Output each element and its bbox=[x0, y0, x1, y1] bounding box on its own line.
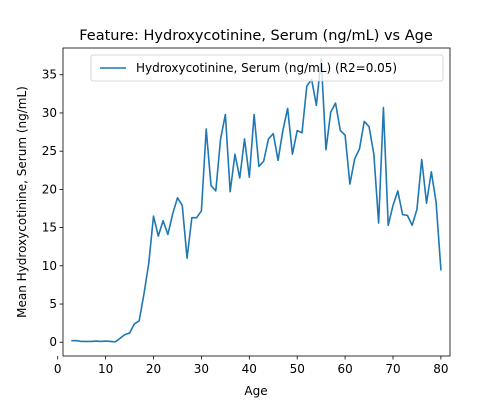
x-tick-label: 80 bbox=[433, 362, 448, 376]
y-axis: 0 5 10 15 20 25 30 35 bbox=[42, 68, 63, 349]
x-axis: 0 10 20 30 40 50 60 70 80 bbox=[54, 356, 449, 376]
legend-entry-label: Hydroxycotinine, Serum (ng/mL) (R2=0.05) bbox=[136, 61, 397, 75]
x-tick-label: 20 bbox=[146, 362, 161, 376]
y-tick-label: 20 bbox=[42, 182, 57, 196]
x-tick-label: 0 bbox=[54, 362, 62, 376]
plot-content bbox=[71, 57, 442, 343]
x-tick-label: 50 bbox=[290, 362, 305, 376]
y-tick-label: 30 bbox=[42, 106, 57, 120]
y-tick-label: 10 bbox=[42, 259, 57, 273]
y-tick-label: 15 bbox=[42, 221, 57, 235]
legend-box bbox=[90, 54, 444, 82]
plot-area bbox=[63, 48, 450, 356]
y-tick-label: 25 bbox=[42, 144, 57, 158]
x-tick-label: 70 bbox=[385, 362, 400, 376]
chart-title: Feature: Hydroxycotinine, Serum (ng/mL) … bbox=[79, 28, 433, 44]
y-tick-label: 5 bbox=[49, 297, 57, 311]
x-tick-label: 40 bbox=[242, 362, 257, 376]
x-tick-label: 10 bbox=[98, 362, 113, 376]
series-line-0 bbox=[71, 57, 442, 343]
x-tick-label: 30 bbox=[194, 362, 209, 376]
y-tick-label: 35 bbox=[42, 68, 57, 82]
plot-border bbox=[62, 47, 451, 357]
legend: Hydroxycotinine, Serum (ng/mL) (R2=0.05) bbox=[90, 54, 444, 82]
y-axis-label: Mean Hydroxycotinine, Serum (ng/mL) bbox=[15, 86, 29, 318]
x-tick-label: 60 bbox=[337, 362, 352, 376]
y-tick-label: 0 bbox=[49, 335, 57, 349]
x-axis-label: Age bbox=[244, 384, 267, 398]
